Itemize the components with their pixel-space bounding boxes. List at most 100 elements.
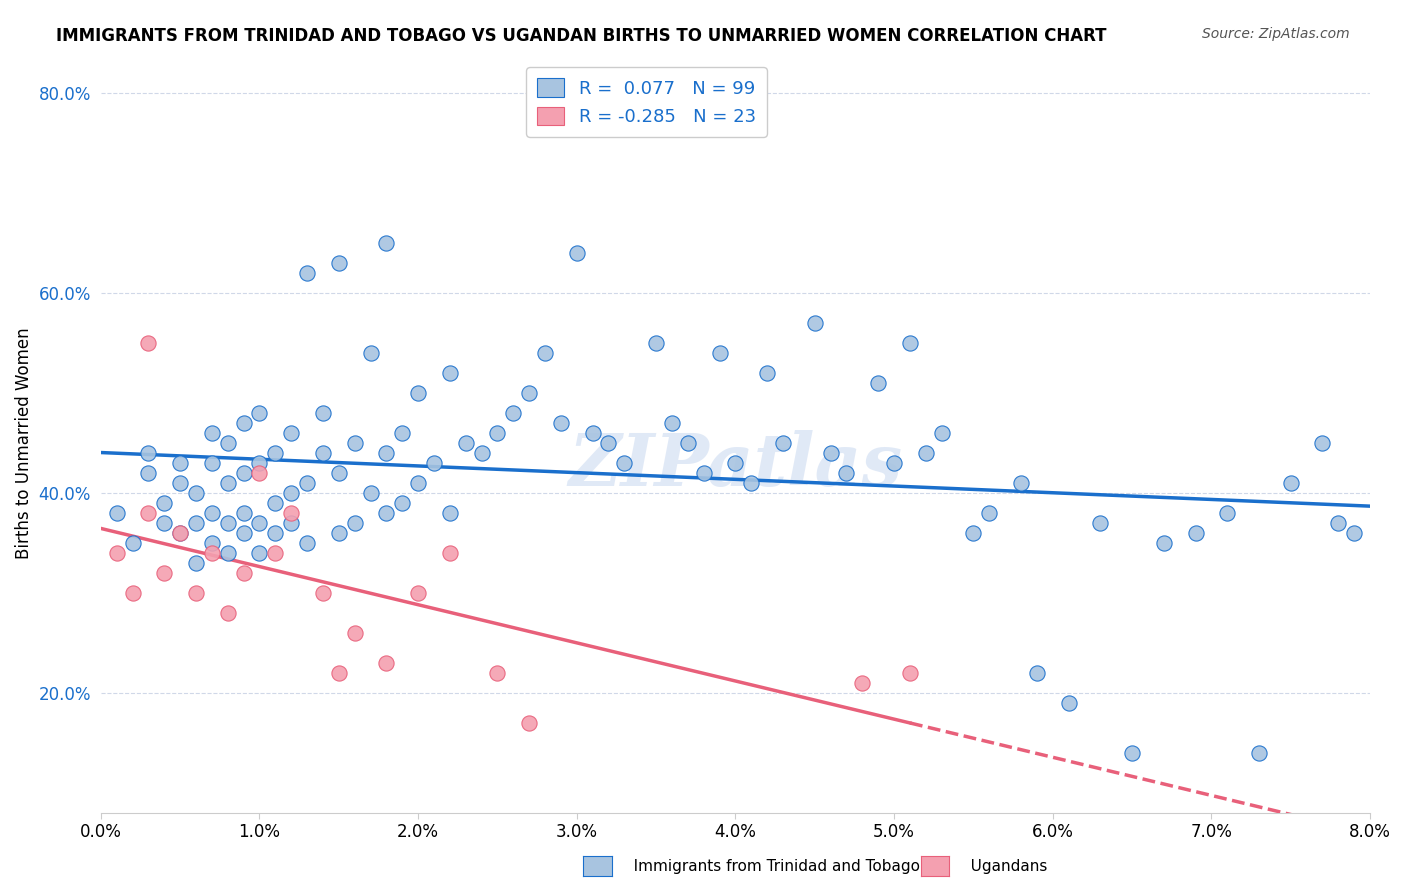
Point bbox=[1312, 436, 1334, 450]
Point bbox=[217, 436, 239, 450]
Point bbox=[406, 586, 429, 600]
Point bbox=[1121, 746, 1143, 760]
Point bbox=[1090, 516, 1112, 530]
Point bbox=[249, 516, 271, 530]
Point bbox=[232, 566, 254, 580]
Point bbox=[1216, 506, 1239, 520]
Point bbox=[328, 665, 350, 680]
Point bbox=[375, 656, 398, 670]
Point bbox=[201, 506, 224, 520]
Point bbox=[295, 476, 318, 491]
Point bbox=[138, 336, 160, 351]
Point bbox=[486, 665, 509, 680]
Y-axis label: Births to Unmarried Women: Births to Unmarried Women bbox=[15, 327, 32, 559]
Point bbox=[931, 426, 953, 441]
Point bbox=[184, 516, 207, 530]
Point bbox=[264, 526, 287, 541]
Point bbox=[676, 436, 699, 450]
Point bbox=[709, 346, 731, 360]
Point bbox=[232, 506, 254, 520]
Point bbox=[756, 366, 779, 380]
Point bbox=[868, 376, 890, 390]
Point bbox=[613, 456, 636, 470]
Point bbox=[1025, 665, 1047, 680]
Point bbox=[312, 406, 335, 420]
Point bbox=[360, 346, 382, 360]
Point bbox=[249, 466, 271, 480]
Point bbox=[517, 715, 540, 730]
Point bbox=[439, 366, 461, 380]
Point bbox=[312, 446, 335, 460]
Point bbox=[1153, 536, 1175, 550]
Point bbox=[169, 456, 191, 470]
Point bbox=[391, 426, 413, 441]
Point bbox=[439, 546, 461, 560]
Point bbox=[201, 536, 224, 550]
Point bbox=[328, 526, 350, 541]
Point bbox=[1279, 476, 1302, 491]
Point bbox=[914, 446, 936, 460]
Point bbox=[645, 336, 668, 351]
Point bbox=[280, 486, 302, 500]
Point bbox=[280, 506, 302, 520]
Point bbox=[343, 626, 366, 640]
Point bbox=[121, 536, 143, 550]
Point bbox=[105, 546, 128, 560]
Text: ZIPatlas: ZIPatlas bbox=[568, 430, 903, 500]
Point bbox=[232, 416, 254, 430]
Point bbox=[439, 506, 461, 520]
Point bbox=[280, 426, 302, 441]
Point bbox=[454, 436, 477, 450]
Point bbox=[138, 506, 160, 520]
Point bbox=[406, 386, 429, 401]
Point bbox=[534, 346, 557, 360]
Text: IMMIGRANTS FROM TRINIDAD AND TOBAGO VS UGANDAN BIRTHS TO UNMARRIED WOMEN CORRELA: IMMIGRANTS FROM TRINIDAD AND TOBAGO VS U… bbox=[56, 27, 1107, 45]
Point bbox=[280, 516, 302, 530]
Point bbox=[851, 676, 873, 690]
Point bbox=[1184, 526, 1206, 541]
Text: Ugandans: Ugandans bbox=[956, 859, 1047, 874]
Point bbox=[201, 456, 224, 470]
Point bbox=[184, 556, 207, 570]
Point bbox=[249, 406, 271, 420]
Point bbox=[201, 546, 224, 560]
Point bbox=[138, 446, 160, 460]
Point bbox=[835, 466, 858, 480]
Point bbox=[375, 506, 398, 520]
Point bbox=[661, 416, 683, 430]
Point bbox=[249, 546, 271, 560]
Point bbox=[343, 516, 366, 530]
Point bbox=[898, 665, 921, 680]
Point bbox=[295, 266, 318, 280]
Point bbox=[803, 316, 825, 330]
Point bbox=[423, 456, 446, 470]
Point bbox=[391, 496, 413, 510]
Point bbox=[217, 476, 239, 491]
Point bbox=[169, 476, 191, 491]
Point bbox=[312, 586, 335, 600]
Point bbox=[153, 516, 176, 530]
Point bbox=[153, 496, 176, 510]
Point bbox=[169, 526, 191, 541]
Point bbox=[1327, 516, 1350, 530]
Point bbox=[232, 466, 254, 480]
Point bbox=[979, 506, 1001, 520]
Point bbox=[138, 466, 160, 480]
Point bbox=[1057, 696, 1080, 710]
Point bbox=[406, 476, 429, 491]
Point bbox=[375, 446, 398, 460]
Point bbox=[898, 336, 921, 351]
Point bbox=[1247, 746, 1270, 760]
Point bbox=[264, 496, 287, 510]
Text: Source: ZipAtlas.com: Source: ZipAtlas.com bbox=[1202, 27, 1350, 41]
Point bbox=[375, 236, 398, 251]
Point bbox=[962, 526, 984, 541]
Point bbox=[264, 546, 287, 560]
Point bbox=[184, 486, 207, 500]
Point bbox=[1010, 476, 1032, 491]
Point bbox=[883, 456, 905, 470]
Point bbox=[328, 256, 350, 270]
Point bbox=[232, 526, 254, 541]
Point bbox=[772, 436, 794, 450]
Point bbox=[550, 416, 572, 430]
